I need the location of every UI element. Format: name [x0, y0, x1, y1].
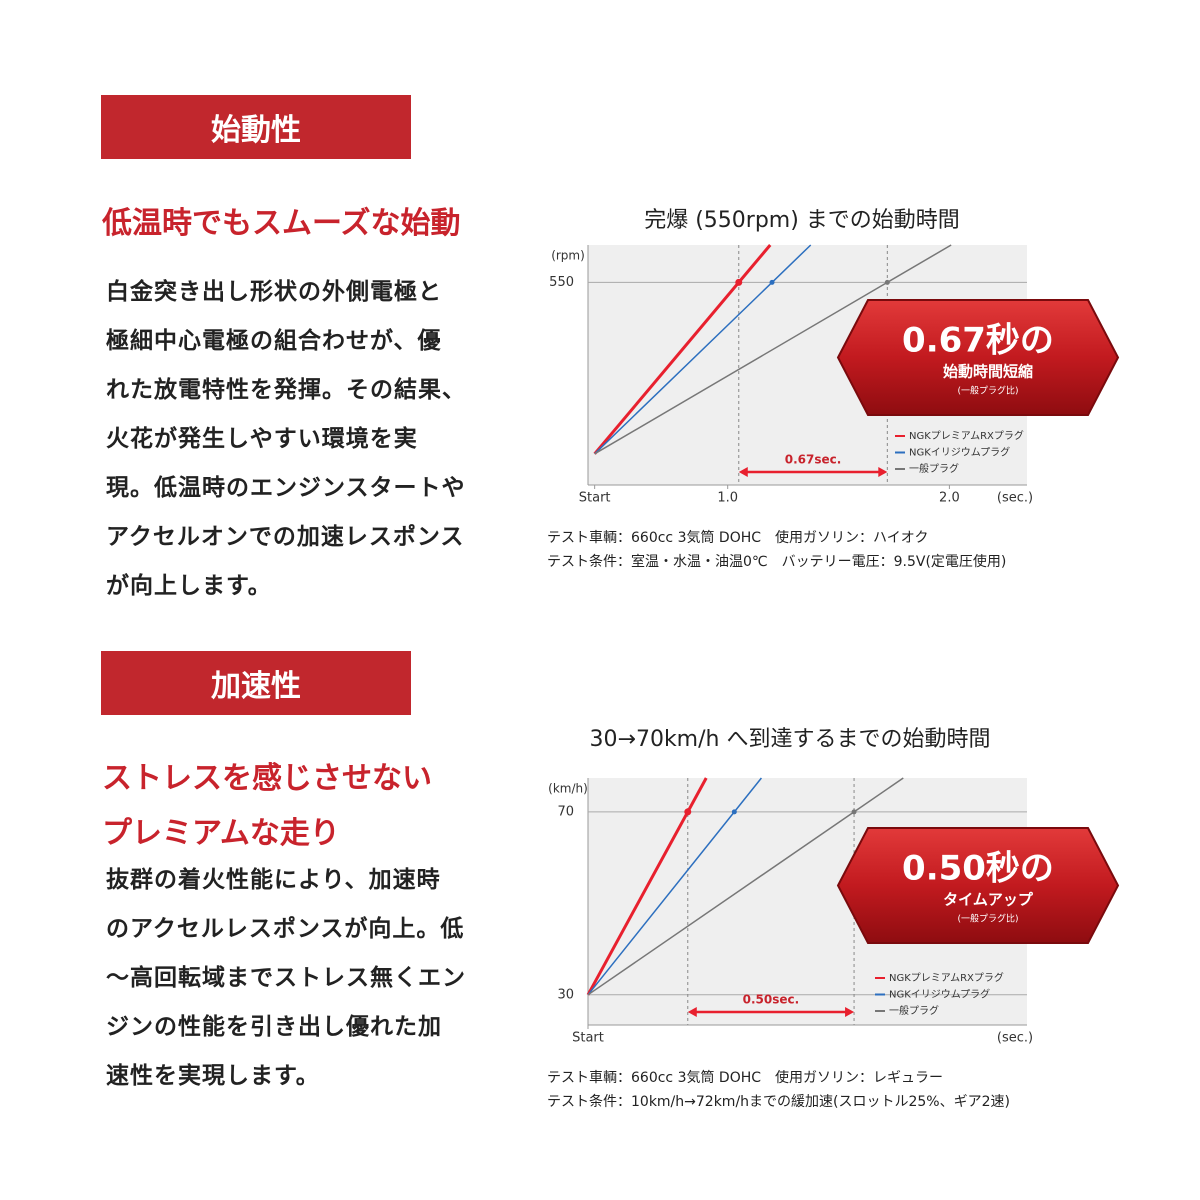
body-text: 白金突き出し形状の外側電極と 極細中心電極の組合わせが、優 れた放電特性を発揮。…: [106, 268, 466, 611]
x-tick-label: 2.0: [939, 491, 960, 506]
badge-shape: [836, 299, 1120, 416]
arrow-head: [845, 1007, 855, 1017]
series-line: [587, 811, 855, 996]
body-line: 〜高回転域までストレス無くエン: [106, 965, 466, 991]
y-tick-label: 70: [557, 804, 574, 819]
y-axis-label: (km/h): [548, 782, 588, 796]
line-extension: [853, 777, 904, 813]
badge-shape: [836, 827, 1120, 944]
arrow-head: [738, 467, 748, 477]
notes: テスト車輌：660cc 3気筒 DOHC 使用ガソリン：レギュラー テスト条件：…: [547, 1066, 1010, 1114]
point: [884, 279, 890, 285]
legend-label: 一般プラグ: [909, 462, 959, 475]
badge-headline: 0.50秒の: [902, 849, 1054, 889]
x-tick-label: 1.0: [717, 491, 738, 506]
body-line: 速性を実現します。: [106, 1063, 320, 1089]
y-axis-label: (rpm): [551, 249, 585, 263]
point: [769, 279, 775, 285]
body-line: 火花が発生しやすい環境を実: [106, 426, 418, 452]
body-line: のアクセルレスポンスが向上。低: [106, 916, 465, 942]
x-tick-label: Start: [572, 1031, 604, 1046]
badge-headline: 0.67秒の: [902, 321, 1054, 361]
chart-title: 30→70km/h へ到達するまでの始動時間: [590, 727, 991, 752]
series-line: [586, 811, 690, 996]
series-line: [593, 281, 740, 455]
line-extension: [737, 244, 772, 284]
headline: プレミアムな走り: [102, 816, 340, 851]
notes: テスト車輌：660cc 3気筒 DOHC 使用ガソリン：ハイオク テスト条件：室…: [547, 526, 1006, 574]
series-line: [594, 281, 888, 455]
body-line: 現。低温時のエンジンスタートや: [106, 475, 466, 501]
point: [851, 809, 857, 815]
note-line: テスト条件：室温・水温・油温0℃ バッテリー電圧：9.5V(定電圧使用): [547, 554, 1007, 570]
y-tick-label: 550: [549, 275, 574, 290]
series-line: [594, 281, 773, 455]
line-extension: [686, 777, 708, 813]
section-header: 加速性: [101, 651, 411, 715]
point: [731, 809, 737, 815]
note-line: テスト条件：10km/h→72km/hまでの緩加速(スロットル25%、ギア2速): [547, 1094, 1010, 1110]
series-line: [587, 811, 735, 996]
legend-label: NGKプレミアムRXプラグ: [909, 429, 1024, 442]
chart-title: 完爆 (550rpm) までの始動時間: [644, 208, 960, 233]
point: [684, 808, 692, 816]
legend-label: 一般プラグ: [889, 1004, 939, 1017]
body-line: れた放電特性を発揮。その結果、: [106, 377, 466, 403]
line-extension: [886, 244, 952, 284]
headline: ストレスを感じさせない: [102, 761, 432, 796]
line-extension: [733, 777, 762, 813]
legend-label: NGKイリジウムプラグ: [889, 988, 990, 1001]
body-line: が向上します。: [106, 573, 272, 599]
point: [735, 278, 743, 286]
line-extension: [771, 244, 812, 283]
note-line: テスト車輌：660cc 3気筒 DOHC 使用ガソリン：ハイオク: [547, 530, 929, 546]
badge-note: (一般プラグ比): [957, 913, 1018, 925]
arrow-head: [878, 467, 888, 477]
section-header: 始動性: [101, 95, 411, 159]
body-line: 極細中心電極の組合わせが、優: [106, 328, 442, 354]
badge-note: (一般プラグ比): [957, 385, 1018, 397]
x-axis-label: (sec.): [997, 1031, 1033, 1046]
legend-label: NGKプレミアムRXプラグ: [889, 971, 1004, 984]
body-line: ジンの性能を引き出し優れた加: [106, 1014, 442, 1040]
badge-subline: タイムアップ: [943, 891, 1034, 909]
headline: 低温時でもスムーズな始動: [102, 206, 461, 241]
note-line: テスト車輌：660cc 3気筒 DOHC 使用ガソリン：レギュラー: [547, 1070, 944, 1086]
annotation-label: 0.67sec.: [785, 453, 842, 467]
body-line: 抜群の着火性能により、加速時: [106, 867, 441, 893]
body-line: 白金突き出し形状の外側電極と: [106, 279, 442, 305]
annotation-label: 0.50sec.: [743, 993, 800, 1007]
arrow-head: [687, 1007, 697, 1017]
x-axis-label: (sec.): [997, 491, 1033, 506]
body-text: 抜群の着火性能により、加速時 のアクセルレスポンスが向上。低 〜高回転域までスト…: [106, 856, 466, 1101]
y-tick-label: 30: [557, 987, 574, 1002]
badge-subline: 始動時間短縮: [943, 363, 1033, 381]
body-line: アクセルオンでの加速レスポンス: [106, 524, 465, 550]
x-tick-label: Start: [579, 491, 611, 506]
legend-label: NGKイリジウムプラグ: [909, 446, 1010, 459]
